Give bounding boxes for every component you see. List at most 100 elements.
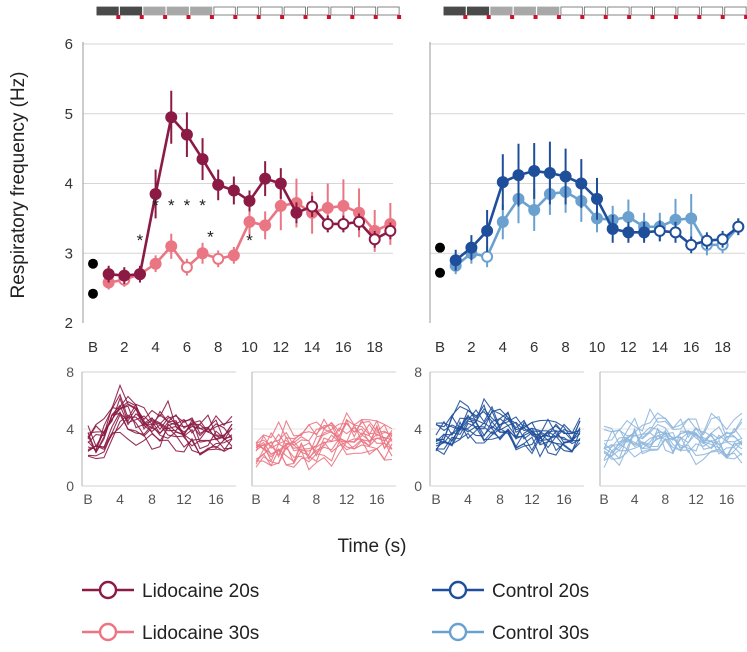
stimulus-marker (697, 15, 702, 19)
stimulus-block (443, 6, 466, 16)
x-tick-label: 4 (151, 339, 159, 356)
legend-label: Lidocaine 20s (142, 581, 259, 602)
stimulus-block (630, 6, 653, 16)
stimulus-marker (720, 15, 725, 19)
x-tick-label: 12 (688, 491, 704, 507)
individual-trace (435, 408, 581, 444)
data-point (528, 164, 541, 177)
y-tick-label: 4 (65, 176, 73, 193)
data-point (685, 212, 698, 225)
data-point (337, 217, 350, 230)
x-tick-label: 6 (530, 339, 538, 356)
individual-trace (87, 404, 233, 454)
x-tick-label: 16 (208, 491, 224, 507)
y-tick-label: 5 (65, 106, 73, 123)
significance-marker: * (207, 227, 214, 246)
data-point (149, 187, 162, 200)
y-axis-label: Respiratory frequency (Hz) (8, 71, 29, 298)
data-point (165, 240, 178, 253)
legend-marker (448, 580, 468, 600)
x-tick-label: 14 (651, 339, 668, 356)
individual-trace (87, 407, 233, 454)
data-point (591, 192, 603, 205)
data-point (274, 199, 287, 212)
significance-marker: * (199, 196, 206, 215)
data-point (133, 268, 146, 281)
individual-trace (87, 416, 233, 452)
x-tick-label: 4 (282, 491, 290, 507)
stimulus-marker (280, 15, 285, 19)
y-tick-label: 0 (414, 478, 422, 494)
individual-trace (435, 428, 581, 458)
x-tick-label: B (251, 491, 260, 507)
x-tick-label: 8 (214, 339, 222, 356)
x-tick-label: 2 (467, 339, 475, 356)
x-tick-label: 8 (561, 339, 569, 356)
individual-trace (255, 423, 393, 456)
series-control-20s (449, 141, 745, 271)
stimulus-marker (397, 15, 402, 19)
x-tick-label: 16 (683, 339, 700, 356)
stimulus-marker (139, 15, 144, 19)
stimulus-pattern (443, 6, 747, 19)
chart-control-30s-individual: B 4 8 12 16 (599, 371, 746, 507)
stimulus-pattern (96, 6, 402, 19)
stimulus-marker (533, 15, 538, 19)
stimulus-block (700, 6, 724, 16)
individual-trace (603, 431, 743, 460)
stimulus-marker (186, 15, 191, 19)
data-point (543, 167, 556, 180)
data-point (180, 261, 193, 274)
y-tick-label: 8 (66, 364, 74, 380)
legend-label: Control 30s (492, 623, 589, 644)
stimulus-marker (233, 15, 238, 19)
legend-item: Control 20s (432, 580, 589, 602)
x-tick-label: 16 (335, 339, 352, 356)
stimulus-marker (116, 15, 121, 19)
chart-lidocaine-30s-individual: B 4 8 12 16 (251, 371, 396, 507)
data-point (653, 224, 666, 237)
stimulus-block (466, 6, 490, 16)
data-point (212, 178, 225, 191)
x-tick-label: 4 (499, 339, 507, 356)
x-tick-label: 4 (116, 491, 124, 507)
individual-trace (435, 397, 581, 441)
individual-trace (435, 420, 581, 452)
significance-marker: * (184, 196, 191, 215)
data-point (481, 250, 494, 263)
data-point (481, 224, 494, 237)
stimulus-marker (650, 15, 655, 19)
y-tick-label: 4 (414, 421, 422, 437)
stimulus-marker (163, 15, 168, 19)
x-tick-label: 16 (719, 491, 735, 507)
stimulus-block (513, 6, 536, 16)
data-point (384, 224, 397, 237)
data-point (638, 226, 651, 239)
legend-label: Control 20s (492, 581, 589, 602)
individual-trace (255, 440, 393, 468)
individual-trace (435, 403, 581, 442)
x-tick-label: 8 (313, 491, 321, 507)
legend-marker (98, 622, 118, 642)
stimulus-block (330, 6, 353, 16)
individual-trace (87, 410, 233, 456)
legend: Lidocaine 20s Lidocaine 30s Control 20s Con… (82, 580, 589, 644)
stimulus-marker (256, 15, 261, 19)
legend-item: Lidocaine 30s (82, 622, 259, 644)
individual-trace (603, 427, 743, 467)
data-point (528, 204, 541, 217)
baseline-point (435, 242, 445, 253)
x-tick-label: 12 (524, 491, 540, 507)
legend-marker (98, 580, 118, 600)
x-tick-label: 4 (464, 491, 472, 507)
baseline-point (435, 267, 445, 278)
data-point (337, 199, 350, 212)
data-point (227, 184, 240, 197)
x-tick-label: 14 (304, 339, 321, 356)
data-point (227, 249, 240, 262)
baseline-point (88, 258, 98, 269)
legend-label: Lidocaine 30s (142, 623, 259, 644)
x-tick-label: 4 (631, 491, 639, 507)
data-point (700, 234, 713, 247)
